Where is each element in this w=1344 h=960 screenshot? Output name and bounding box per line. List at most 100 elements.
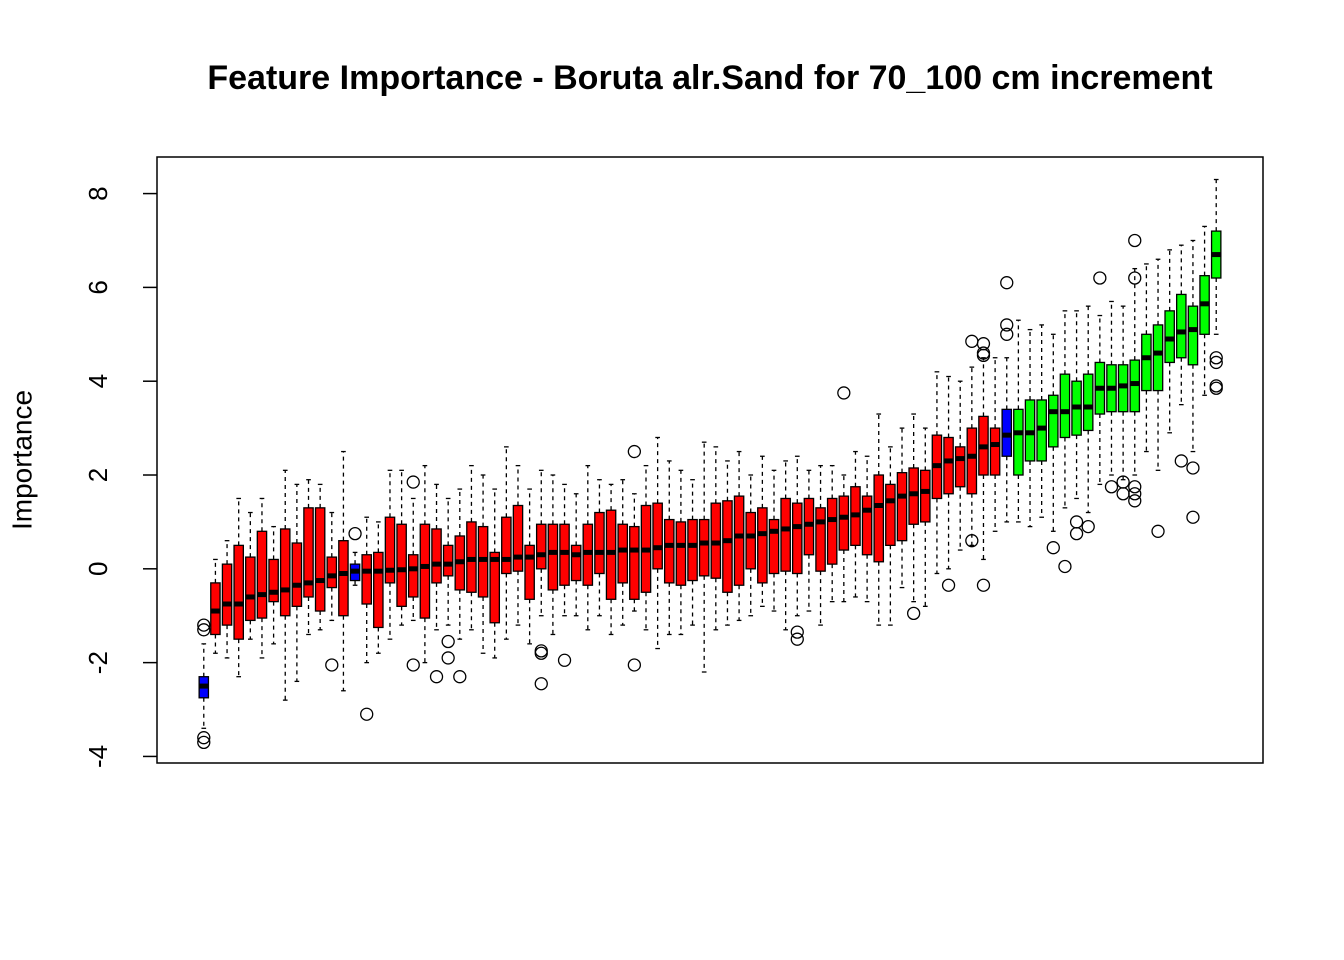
box: [826, 497, 838, 565]
box: [675, 521, 687, 586]
box: [547, 523, 559, 591]
box: [885, 483, 896, 547]
outlier: [1128, 494, 1142, 508]
box: [407, 554, 419, 598]
box: [733, 495, 745, 586]
box: [338, 540, 349, 617]
outlier: [534, 646, 548, 660]
outlier: [1209, 355, 1223, 370]
box: [268, 558, 279, 603]
outlier: [197, 623, 211, 637]
box: [489, 551, 501, 624]
box: [815, 507, 826, 572]
box: [501, 516, 512, 575]
box: [314, 507, 326, 612]
outlier: [837, 386, 851, 400]
y-tick-label: 0: [83, 562, 113, 576]
outlier: [1128, 487, 1142, 501]
outlier: [197, 731, 211, 745]
outlier: [534, 677, 548, 691]
outlier: [790, 625, 804, 639]
outlier: [453, 670, 467, 684]
outlier: [907, 606, 921, 621]
box: [361, 554, 373, 605]
outlier: [348, 526, 362, 541]
outlier: [1081, 519, 1095, 534]
box: [1013, 408, 1024, 476]
box: [384, 516, 396, 584]
box: [291, 542, 303, 607]
box: [256, 530, 268, 619]
box: [791, 502, 803, 575]
y-tick-label: 4: [83, 374, 113, 388]
box: [652, 502, 663, 570]
y-tick-label: 8: [83, 186, 113, 200]
outlier: [325, 658, 339, 672]
outlier: [941, 578, 956, 592]
outlier: [976, 578, 991, 592]
box: [768, 518, 780, 575]
outlier: [1186, 461, 1200, 475]
box: [1082, 373, 1094, 432]
y-tick-label: 6: [83, 280, 113, 294]
box: [442, 544, 454, 577]
outlier: [1174, 454, 1188, 468]
box: [629, 525, 640, 600]
box: [943, 436, 954, 495]
box: [780, 497, 791, 572]
outlier: [441, 651, 455, 665]
outlier: [1069, 526, 1084, 541]
outlier: [1186, 510, 1200, 524]
box: [1176, 293, 1187, 359]
outlier: [1093, 271, 1107, 285]
box: [279, 528, 291, 617]
box: [1187, 305, 1199, 366]
box: [722, 500, 733, 593]
box: [570, 544, 582, 582]
outlier: [965, 534, 979, 548]
y-tick-label: -4: [83, 745, 113, 768]
box: [989, 427, 1001, 476]
outlier: [627, 658, 642, 672]
box: [373, 551, 384, 629]
box: [396, 523, 407, 607]
outlier: [557, 653, 572, 667]
box: [245, 556, 256, 622]
chart-title: Feature Importance - Boruta alr.Sand for…: [207, 59, 1212, 97]
y-tick-label: 2: [83, 468, 113, 482]
box: [838, 495, 850, 551]
outlier: [197, 735, 211, 750]
outlier: [627, 444, 642, 459]
outlier: [1128, 480, 1142, 494]
box: [326, 556, 338, 589]
box: [873, 474, 885, 563]
box: [221, 563, 233, 626]
outlier: [197, 618, 211, 632]
outlier: [1104, 480, 1119, 494]
box: [1047, 394, 1059, 448]
outlier: [1000, 327, 1014, 341]
box: [663, 518, 675, 584]
outlier: [1128, 271, 1142, 285]
box: [954, 446, 966, 488]
box: [745, 511, 757, 570]
box: [896, 472, 908, 542]
box: [594, 511, 605, 575]
outlier: [1046, 541, 1060, 555]
outlier: [976, 348, 991, 363]
outlier: [406, 475, 420, 489]
box: [1059, 373, 1071, 439]
box: [1152, 324, 1164, 392]
box: [303, 507, 314, 598]
outlier: [429, 670, 444, 684]
outlier: [790, 632, 804, 646]
box: [617, 523, 629, 584]
box: [966, 427, 978, 495]
box: [687, 518, 698, 582]
outlier: [360, 707, 374, 721]
box: [698, 518, 710, 577]
box: [431, 528, 442, 584]
outlier: [1128, 233, 1142, 248]
